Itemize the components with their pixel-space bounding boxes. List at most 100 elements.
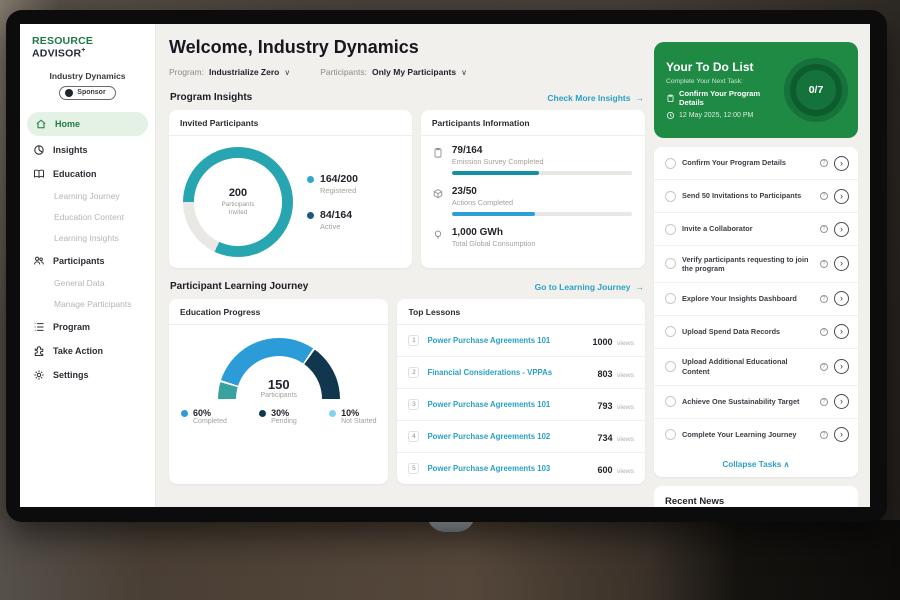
stat-global-consumption: 1,000 GWh Total Global Consumption — [421, 218, 645, 255]
task-go-button[interactable]: › — [834, 291, 849, 306]
task-checkbox[interactable] — [665, 396, 676, 407]
info-icon[interactable]: ? — [820, 363, 828, 371]
task-go-button[interactable]: › — [834, 256, 849, 271]
task-go-button[interactable]: › — [834, 427, 849, 442]
task-checkbox[interactable] — [665, 191, 676, 202]
task-row[interactable]: Upload Additional Educational Content ? … — [654, 349, 858, 386]
todo-counter: 0/7 — [809, 84, 824, 96]
learning-cards-row: Education Progress 150 Participants — [169, 299, 645, 484]
todo-summary-card: Your To Do List Complete Your Next Task:… — [654, 42, 858, 138]
task-row[interactable]: Explore Your Insights Dashboard ? › — [654, 283, 858, 316]
task-checkbox[interactable] — [665, 361, 676, 372]
participants-filter[interactable]: Participants: Only My Participants ∨ — [320, 67, 467, 77]
task-checkbox[interactable] — [665, 326, 676, 337]
info-icon[interactable]: ? — [820, 260, 828, 268]
task-row[interactable]: Verify participants requesting to join t… — [654, 246, 858, 283]
lesson-link[interactable]: Power Purchase Agreements 101 — [427, 336, 584, 345]
participants-information-card: Participants Information 79/164 Emission… — [421, 110, 645, 268]
clock-icon — [666, 111, 675, 120]
chevron-down-icon: ∨ — [461, 68, 467, 77]
desk-background — [0, 520, 900, 600]
sidebar-item-participants[interactable]: Participants — [20, 249, 155, 273]
program-filter[interactable]: Program: Industrialize Zero ∨ — [169, 67, 290, 77]
education-progress-gauge-chart: 150 Participants — [218, 338, 340, 399]
lesson-row: 4 Power Purchase Agreements 102 734 view… — [397, 421, 645, 453]
dashboard-screen: RESOURCE ADVISOR+ Industry Dynamics Spon… — [20, 24, 870, 507]
arrow-right-icon: → — [636, 93, 645, 103]
sidebar-item-take-action[interactable]: Take Action — [20, 339, 155, 363]
lesson-row: 1 Power Purchase Agreements 101 1000 vie… — [397, 325, 645, 357]
task-row[interactable]: Upload Spend Data Records ? › — [654, 316, 858, 349]
cube-icon — [432, 188, 444, 200]
task-go-button[interactable]: › — [834, 156, 849, 171]
lesson-link[interactable]: Financial Considerations - VPPAs — [427, 368, 589, 377]
education-progress-card: Education Progress 150 Participants — [169, 299, 388, 484]
program-insights-header: Program Insights Check More Insights → — [170, 92, 644, 103]
stat-actions-completed: 23/50 Actions Completed — [421, 177, 645, 218]
info-icon[interactable]: ? — [820, 295, 828, 303]
info-icon[interactable]: ? — [820, 192, 828, 200]
sidebar-item-learning-insights[interactable]: Learning Insights — [20, 228, 155, 249]
insights-pie-icon — [33, 144, 45, 156]
task-row[interactable]: Invite a Collaborator ? › — [654, 213, 858, 246]
lesson-link[interactable]: Power Purchase Agreements 103 — [427, 464, 589, 473]
legend-registered: 164/200 Registered — [307, 173, 358, 195]
info-icon[interactable]: ? — [820, 398, 828, 406]
info-icon[interactable]: ? — [820, 225, 828, 233]
lesson-link[interactable]: Power Purchase Agreements 101 — [427, 400, 589, 409]
arrow-right-icon: → — [636, 282, 645, 292]
survey-icon — [432, 147, 444, 159]
sidebar-item-home[interactable]: Home — [27, 112, 148, 136]
lesson-row: 2 Financial Considerations - VPPAs 803 v… — [397, 357, 645, 389]
sidebar-item-general-data[interactable]: General Data — [20, 273, 155, 294]
sidebar-item-education-content[interactable]: Education Content — [20, 207, 155, 228]
sidebar-item-education[interactable]: Education — [20, 162, 155, 186]
task-go-button[interactable]: › — [834, 222, 849, 237]
task-go-button[interactable]: › — [834, 324, 849, 339]
info-icon[interactable]: ? — [820, 431, 828, 439]
invited-participants-donut-chart: 200 Participants Invited — [183, 147, 293, 257]
chevron-up-icon: ∧ — [784, 460, 790, 469]
task-checkbox[interactable] — [665, 293, 676, 304]
top-lessons-card: Top Lessons 1 Power Purchase Agreements … — [397, 299, 645, 484]
sidebar-item-manage-participants[interactable]: Manage Participants — [20, 294, 155, 315]
sponsor-badge-icon — [65, 89, 73, 97]
sidebar-item-learning-journey[interactable]: Learning Journey — [20, 186, 155, 207]
legend-dot — [181, 410, 188, 417]
info-icon[interactable]: ? — [820, 159, 828, 167]
lesson-row: 3 Power Purchase Agreements 101 793 view… — [397, 389, 645, 421]
people-icon — [33, 255, 45, 267]
todo-progress-ring: 0/7 — [784, 58, 848, 122]
check-more-insights-link[interactable]: Check More Insights → — [547, 93, 644, 103]
task-go-button[interactable]: › — [834, 394, 849, 409]
task-go-button[interactable]: › — [834, 189, 849, 204]
task-checkbox[interactable] — [665, 258, 676, 269]
task-row[interactable]: Complete Your Learning Journey ? › — [654, 419, 858, 451]
sidebar-item-program[interactable]: Program — [20, 315, 155, 339]
sidebar-item-settings[interactable]: Settings — [20, 363, 155, 387]
task-row[interactable]: Confirm Your Program Details ? › — [654, 147, 858, 180]
insights-cards-row: Invited Participants 200 Participants In… — [169, 110, 645, 268]
collapse-tasks-link[interactable]: Collapse Tasks ∧ — [654, 451, 858, 477]
task-row[interactable]: Achieve One Sustainability Target ? › — [654, 386, 858, 419]
lesson-link[interactable]: Power Purchase Agreements 102 — [427, 432, 589, 441]
go-to-learning-journey-link[interactable]: Go to Learning Journey → — [535, 282, 644, 292]
gauge-legend: 60% Completed 30% Pending 10% Not Starte… — [169, 399, 388, 425]
task-checkbox[interactable] — [665, 224, 676, 235]
sidebar-item-insights[interactable]: Insights — [20, 138, 155, 162]
filter-bar: Program: Industrialize Zero ∨ Participan… — [169, 67, 645, 77]
actions-completed-progress-bar — [452, 212, 632, 216]
sponsor-badge[interactable]: Sponsor — [59, 86, 115, 100]
info-icon[interactable]: ? — [820, 328, 828, 336]
task-row[interactable]: Send 50 Invitations to Participants ? › — [654, 180, 858, 213]
task-go-button[interactable]: › — [834, 359, 849, 374]
recent-news-card: Recent News — [654, 486, 858, 507]
task-checkbox[interactable] — [665, 158, 676, 169]
invited-participants-card: Invited Participants 200 Participants In… — [169, 110, 412, 268]
chevron-down-icon: ∨ — [284, 68, 290, 77]
main-content: Welcome, Industry Dynamics Program: Indu… — [156, 24, 654, 507]
todo-column: Your To Do List Complete Your Next Task:… — [654, 24, 870, 507]
task-checkbox[interactable] — [665, 429, 676, 440]
app-logo: RESOURCE ADVISOR+ — [20, 35, 155, 68]
emission-survey-progress-bar — [452, 171, 632, 175]
